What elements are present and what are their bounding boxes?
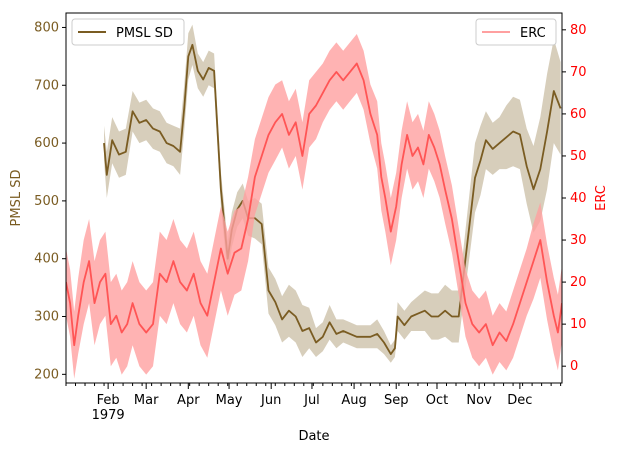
- erc-band: [66, 34, 562, 379]
- left-tick-label: 800: [34, 20, 59, 35]
- right-tick-label: 20: [570, 275, 587, 290]
- left-axis: 200 300 400 500 600 700 800: [34, 20, 66, 382]
- x-tick-label: Jul: [303, 393, 320, 408]
- erc-line: [66, 62, 562, 347]
- x-tick-label: Dec: [507, 393, 532, 408]
- left-tick-label: 700: [34, 78, 59, 93]
- left-tick-label: 200: [34, 367, 59, 382]
- legend-erc-label: ERC: [520, 26, 546, 41]
- legend-pmsl: PMSL SD: [71, 18, 185, 46]
- x-tick-label: Sep: [384, 393, 409, 408]
- legend-pmsl-box: [71, 18, 185, 46]
- x-axis-title: Date: [298, 429, 329, 444]
- x-tick-label: Apr: [177, 393, 200, 408]
- legend-erc: ERC: [475, 18, 557, 46]
- left-tick-label: 600: [34, 136, 59, 151]
- x-tick-label: Nov: [466, 393, 492, 408]
- legend-erc-box: [475, 18, 557, 46]
- plot-marks: [66, 24, 562, 379]
- left-tick-label: 400: [34, 252, 59, 267]
- x-tick-label: May: [216, 393, 243, 408]
- left-tick-label: 500: [34, 194, 59, 209]
- right-tick-label: 50: [570, 149, 587, 164]
- x-tick-label: Oct: [426, 393, 448, 408]
- x-tick-year-label: 1979: [92, 408, 125, 423]
- left-tick-label: 300: [34, 310, 59, 325]
- x-tick-label: Jun: [260, 393, 281, 408]
- pmsl-line: [103, 43, 562, 356]
- right-tick-label: 30: [570, 233, 587, 248]
- right-axis: 0 10 20 30 40 50 60 70 80: [562, 23, 587, 374]
- right-tick-label: 70: [570, 65, 587, 80]
- x-tick-label: Feb: [97, 393, 120, 408]
- right-tick-label: 60: [570, 107, 587, 122]
- right-tick-label: 10: [570, 317, 587, 332]
- right-tick-label: 40: [570, 191, 587, 206]
- x-tick-label: Aug: [341, 393, 366, 408]
- right-axis-title: ERC: [594, 185, 609, 211]
- x-tick-label: Mar: [134, 393, 159, 408]
- left-axis-title: PMSL SD: [9, 170, 24, 227]
- right-tick-label: 0: [570, 359, 578, 374]
- right-tick-label: 80: [570, 23, 587, 38]
- legend-pmsl-label: PMSL SD: [116, 26, 173, 41]
